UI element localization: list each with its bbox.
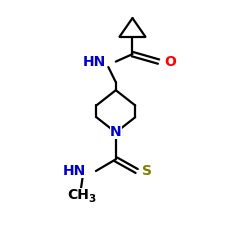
Text: S: S (142, 164, 152, 178)
Text: 3: 3 (88, 194, 96, 204)
Text: HN: HN (63, 164, 86, 178)
Text: CH: CH (67, 188, 89, 202)
Text: O: O (164, 54, 176, 68)
Text: N: N (110, 126, 122, 140)
Text: HN: HN (83, 54, 106, 68)
